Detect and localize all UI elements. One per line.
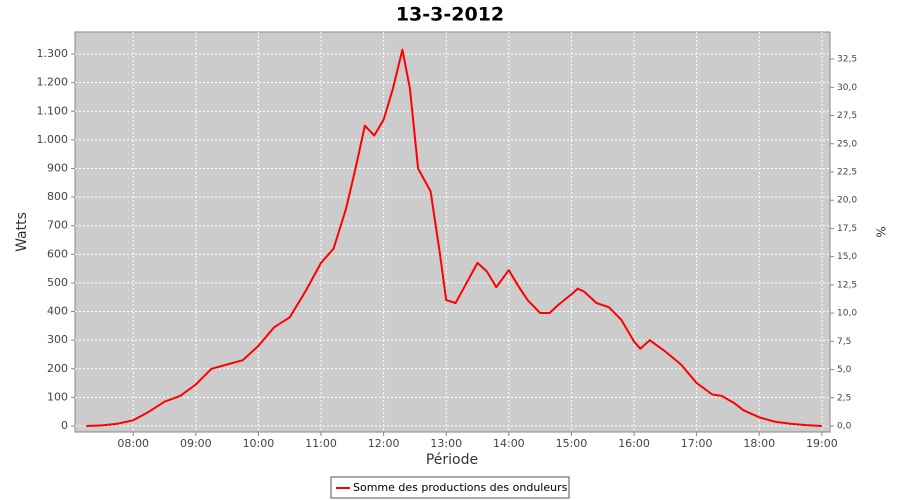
- x-axis-label: Période: [426, 452, 478, 468]
- x-tick-label: 19:00: [806, 437, 838, 450]
- y-tick-label: 100: [47, 390, 68, 403]
- x-tick-label: 17:00: [681, 437, 713, 450]
- x-tick-label: 14:00: [493, 437, 525, 450]
- y2-tick-label: 17,5: [837, 224, 857, 234]
- x-tick-label: 13:00: [430, 437, 462, 450]
- y-tick-label: 700: [47, 219, 68, 232]
- y2-tick-label: 20,0: [837, 196, 857, 206]
- x-tick-label: 18:00: [743, 437, 775, 450]
- y-tick-label: 400: [47, 305, 68, 318]
- x-tick-label: 11:00: [305, 437, 337, 450]
- x-tick-label: 12:00: [368, 437, 400, 450]
- y-tick-label: 600: [47, 247, 68, 260]
- y-axis-label: Watts: [14, 212, 30, 252]
- x-tick-label: 15:00: [556, 437, 588, 450]
- legend: [330, 476, 570, 499]
- y2-tick-label: 30,0: [837, 83, 857, 93]
- legend-label: Somme des productions des onduleurs: [353, 481, 568, 494]
- y2-axis-label: %: [874, 226, 888, 237]
- y2-tick-label: 5,0: [837, 365, 852, 375]
- chart-title: 13-3-2012: [396, 4, 504, 26]
- y2-tick-label: 22,5: [837, 167, 857, 177]
- y-tick-label: 1.300: [37, 47, 69, 60]
- y-tick-label: 500: [47, 276, 68, 289]
- y2-tick-label: 2,5: [837, 393, 851, 403]
- x-tick-label: 16:00: [618, 437, 650, 450]
- y-tick-label: 800: [47, 190, 68, 203]
- y2-tick-label: 27,5: [837, 111, 857, 121]
- y-tick-label: 900: [47, 161, 68, 174]
- y2-tick-label: 0,0: [837, 422, 852, 432]
- y-tick-label: 200: [47, 362, 68, 375]
- y-tick-label: 0: [61, 419, 68, 432]
- series-line: [86, 48, 822, 427]
- plot-area: [74, 31, 831, 433]
- y-tick-label: 300: [47, 333, 68, 346]
- y2-tick-label: 7,5: [837, 337, 851, 347]
- y-tick-label: 1.000: [37, 133, 69, 146]
- y-tick-label: 1.200: [37, 76, 69, 89]
- y-tick-label: 1.100: [37, 104, 69, 117]
- y2-tick-label: 32,5: [837, 55, 857, 65]
- x-tick-label: 09:00: [180, 437, 212, 450]
- y2-tick-label: 12,5: [837, 280, 857, 290]
- x-tick-label: 10:00: [243, 437, 275, 450]
- x-tick-label: 08:00: [117, 437, 149, 450]
- y2-tick-label: 10,0: [837, 309, 857, 319]
- y2-tick-label: 25,0: [837, 139, 857, 149]
- y2-tick-label: 15,0: [837, 252, 857, 262]
